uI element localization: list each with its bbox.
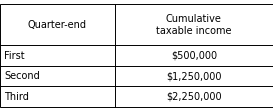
Text: $500,000: $500,000 (171, 51, 217, 61)
Text: Second: Second (4, 71, 40, 81)
Text: Third: Third (4, 92, 29, 102)
Text: $1,250,000: $1,250,000 (166, 71, 222, 81)
Text: Quarter-end: Quarter-end (28, 20, 87, 30)
Text: $2,250,000: $2,250,000 (166, 92, 222, 102)
Text: First: First (4, 51, 25, 61)
Text: Cumulative
taxable income: Cumulative taxable income (156, 14, 232, 36)
